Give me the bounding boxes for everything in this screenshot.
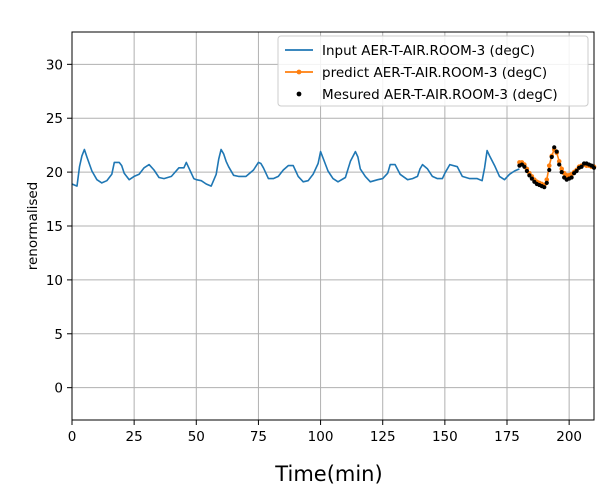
series-2-point — [554, 149, 559, 154]
series-2-point — [579, 164, 584, 169]
x-tick-label: 25 — [126, 429, 143, 445]
x-tick-label: 0 — [68, 429, 77, 445]
legend-label-1: predict AER-T-AIR.ROOM-3 (degC) — [322, 65, 547, 81]
series-2-point — [549, 154, 554, 160]
legend: Input AER-T-AIR.ROOM-3 (degC) predict AE… — [277, 35, 589, 107]
series-1-point — [546, 163, 552, 168]
x-tick-label: 100 — [308, 429, 334, 445]
x-tick-label: 200 — [556, 429, 582, 445]
x-tick-label: 50 — [188, 429, 205, 445]
legend-box — [277, 35, 589, 107]
series-1-point — [559, 166, 564, 172]
y-tick-label: 15 — [46, 219, 63, 235]
series-2-point — [547, 167, 552, 173]
series-2-point — [522, 164, 527, 169]
legend-label-0: Input AER-T-AIR.ROOM-3 (degC) — [322, 43, 535, 59]
series-2-point — [527, 173, 532, 178]
series-1-point — [544, 177, 550, 182]
y-axis-label: renormalised — [25, 182, 41, 271]
legend-marker-2 — [296, 91, 302, 97]
legend-marker-1 — [296, 69, 302, 75]
x-tick-label: 175 — [494, 429, 520, 445]
y-tick-label: 30 — [46, 57, 63, 73]
series-2-point — [574, 168, 579, 174]
series-2-point — [557, 162, 562, 167]
x-tick-label: 75 — [250, 429, 267, 445]
series-2-point — [559, 170, 564, 175]
y-tick-label: 25 — [46, 111, 63, 127]
series-2-point — [542, 185, 547, 190]
series-2-point — [552, 145, 557, 150]
series-layer — [71, 145, 597, 190]
series-line-0 — [71, 148, 520, 187]
series-2-point — [529, 176, 534, 181]
ticks: 0 25 50 75 100 125 150 175 200 0 5 10 15 20 25 30 — [46, 57, 582, 445]
y-tick-label: 10 — [46, 273, 63, 289]
x-axis-label: Time(min) — [274, 462, 382, 486]
series-2-point — [524, 168, 529, 174]
y-tick-label: 20 — [46, 165, 63, 181]
legend-label-2: Mesured AER-T-AIR.ROOM-3 (degC) — [322, 87, 558, 103]
x-tick-label: 150 — [432, 429, 458, 445]
series-2-point — [569, 175, 574, 180]
y-tick-label: 0 — [54, 381, 63, 397]
series-1-point — [556, 159, 562, 164]
x-tick-label: 125 — [370, 429, 396, 445]
y-tick-label: 5 — [54, 327, 63, 343]
series-2-point — [544, 180, 549, 185]
